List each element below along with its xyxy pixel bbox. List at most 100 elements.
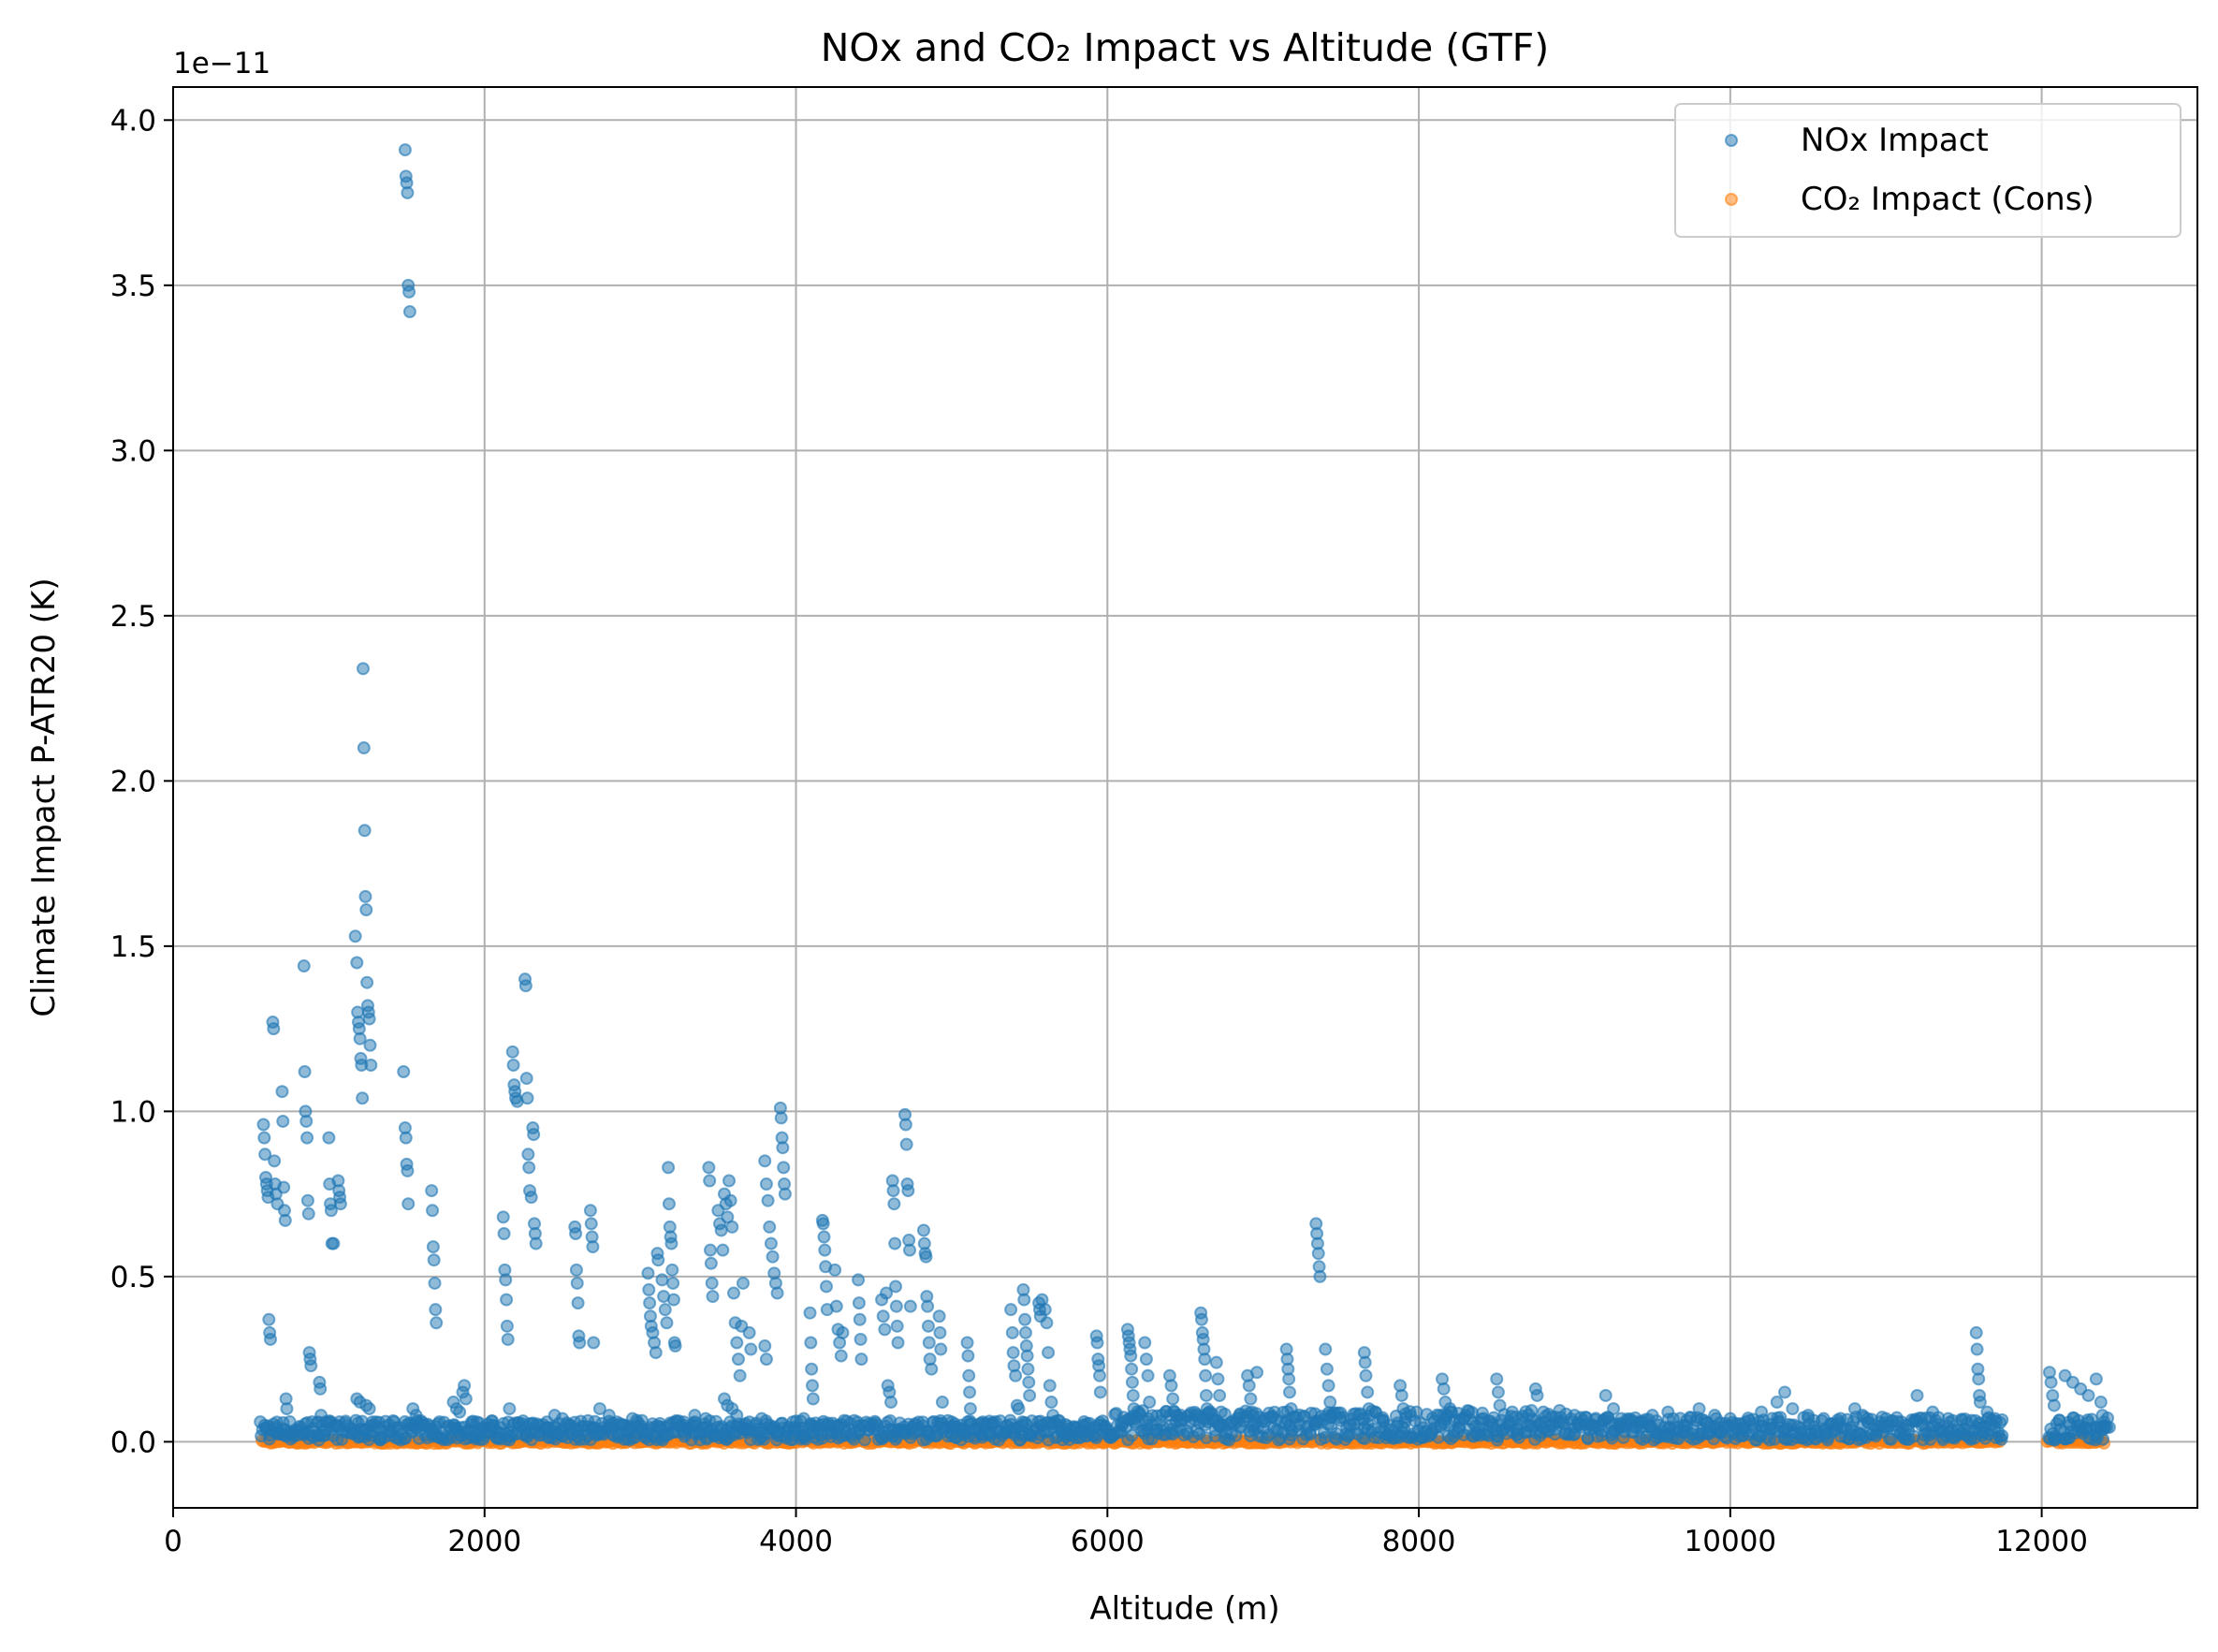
nox-point [1166,1392,1180,1406]
nox-point [1323,1396,1337,1410]
nox-point [649,1346,663,1360]
nox-point [359,903,373,917]
nox-point [1320,1362,1334,1376]
nox-point [1125,1375,1139,1389]
y-tick-label: 2.0 [110,765,156,798]
nox-point [277,1180,291,1194]
nox-point [518,979,533,993]
nox-point [1994,1432,2008,1446]
nox-point [1491,1385,1505,1399]
nox-point [2047,1398,2061,1412]
nox-point [324,1204,338,1218]
y-axis-label: Climate Impact P-ATR20 (K) [25,577,63,1016]
nox-point [357,741,371,755]
nox-point [398,143,412,157]
nox-point [458,1379,472,1393]
nox-point [426,1204,440,1218]
nox-point [258,1148,272,1162]
nox-point [921,1299,935,1313]
nox-point [902,1243,916,1257]
legend-marker-co2 [1725,193,1738,206]
y-tick-label: 3.0 [110,434,156,468]
nox-point [889,1279,903,1294]
nox-point [573,1336,587,1350]
nox-point [852,1296,866,1310]
nox-point [520,1091,534,1105]
nox-point [1409,1405,1423,1419]
nox-point [1786,1402,1800,1416]
nox-point [829,1299,843,1313]
nox-point [1361,1385,1375,1399]
nox-point [836,1325,850,1339]
nox-point [1213,1388,1227,1402]
nox-point [774,1111,788,1125]
nox-point [898,1118,912,1132]
nox-point [1525,1404,1539,1418]
nox-point [519,1072,533,1086]
nox-point [901,1184,915,1198]
nox-point [427,1253,441,1267]
nox-point [1043,1379,1057,1393]
legend: NOx Impact CO₂ Impact (Cons) [1674,103,2182,238]
nox-point [1770,1396,1784,1410]
nox-point [828,1263,842,1277]
nox-point [586,1240,600,1254]
nox-point [401,185,415,199]
nox-point [651,1253,665,1267]
y-tick-label: 2.5 [110,600,156,634]
nox-point [397,1065,411,1079]
nox-point [658,1303,672,1317]
nox-point [887,1197,901,1211]
nox-point [854,1332,868,1346]
nox-point [919,1250,933,1264]
y-offset-label: 1e−11 [173,47,270,80]
nox-point [401,1197,416,1211]
nox-point [726,1286,740,1300]
nox-point [527,1128,541,1142]
nox-point [402,285,416,299]
nox-point [1995,1412,2009,1426]
nox-point [2044,1375,2058,1389]
nox-point [963,1402,977,1416]
nox-point [643,1296,657,1310]
nox-point [2081,1388,2095,1402]
nox-point [587,1336,601,1350]
nox-point [276,1114,290,1128]
nox-point [453,1405,467,1419]
x-tick-label: 10000 [1685,1525,1777,1558]
nox-point [569,1226,583,1240]
legend-label-co2: CO₂ Impact (Cons) [1801,181,2094,218]
nox-point [1020,1349,1034,1363]
nox-point [733,1368,747,1382]
nox-point [1006,1346,1020,1360]
y-tick-label: 3.5 [110,270,156,303]
nox-point [1199,1388,1213,1402]
nox-point [759,1352,773,1367]
nox-point [960,1336,974,1350]
nox-point [506,1058,520,1072]
nox-point [876,1309,890,1323]
nox-point [1773,1411,1788,1425]
nox-point [1972,1372,1986,1386]
nox-point [1973,1396,1987,1410]
x-tick-label: 4000 [759,1525,833,1558]
nox-point [805,1362,819,1376]
nox-point [1282,1372,1296,1386]
nox-point [569,1263,583,1277]
nox-point [1093,1385,1107,1399]
nox-point [716,1243,730,1257]
nox-point [314,1382,328,1396]
nox-point [736,1276,750,1290]
nox-point [425,1184,439,1198]
nox-series [254,143,2116,1447]
nox-point [459,1392,473,1406]
nox-point [1311,1247,1325,1261]
nox-point [298,1065,312,1079]
nox-point [903,1299,917,1313]
nox-point [817,1230,831,1244]
nox-point [1090,1336,1104,1350]
nox-point [358,824,372,838]
nox-point [962,1368,976,1382]
nox-point [916,1223,930,1237]
